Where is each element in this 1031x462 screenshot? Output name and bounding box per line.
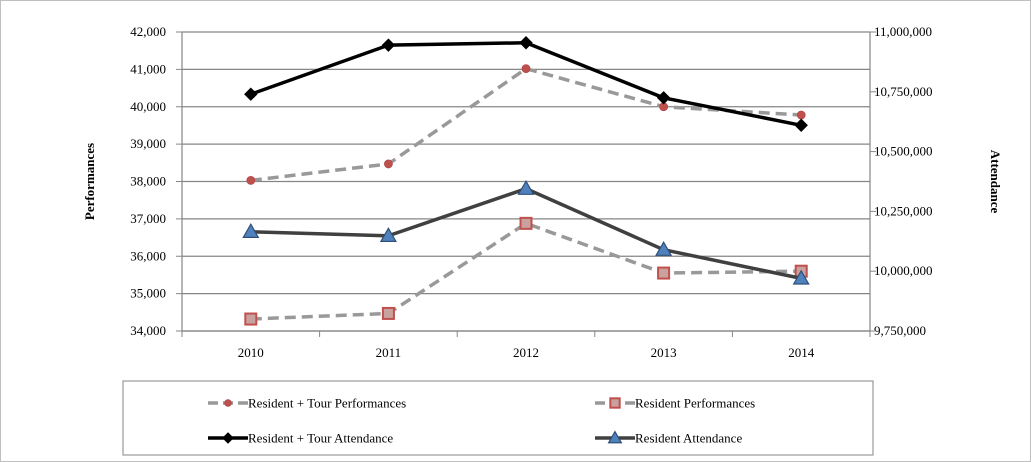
legend-item: Resident Performances [595, 396, 755, 411]
series-line [250, 186, 802, 281]
data-point [246, 175, 256, 185]
axes: 34,000 35,000 36,000 37,000 38,000 39,000 40,0… [130, 24, 932, 360]
legend-item: Resident + Tour Performances [208, 396, 406, 411]
legend-box [122, 380, 874, 456]
data-point [794, 118, 808, 132]
x-tick-label: 2011 [376, 345, 402, 360]
x-tick-label: 2014 [788, 345, 815, 360]
y-right-tick-label: 10,000,000 [874, 263, 933, 278]
data-point [379, 227, 397, 243]
data-point [381, 306, 395, 320]
y-axis-left-title: Performances [82, 143, 97, 220]
data-point [656, 91, 671, 105]
y-right-tick-label: 10,750,000 [874, 84, 933, 99]
data-point [517, 179, 535, 195]
legend-label: Resident + Tour Performances [248, 396, 406, 411]
data-point [519, 36, 533, 50]
data-point [655, 240, 673, 256]
series-line [250, 221, 802, 321]
data-point [607, 430, 623, 444]
data-point [521, 64, 531, 74]
data-point [224, 399, 232, 407]
y-left-tick-label: 34,000 [130, 323, 166, 338]
y-left-tick-label: 38,000 [130, 174, 166, 189]
y-left-tick-label: 41,000 [130, 61, 166, 76]
y-right-tick-label: 9,750,000 [874, 323, 926, 338]
y-left-tick-label: 40,000 [130, 99, 166, 114]
y-left-tick-label: 35,000 [130, 286, 166, 301]
legend-label: Resident Performances [635, 396, 755, 411]
data-point [609, 397, 621, 409]
data-point [796, 110, 806, 120]
y-left-tick-label: 42,000 [130, 24, 166, 39]
y-axis-right-title: Attendance [988, 150, 1003, 214]
y-right-tick-label: 10,500,000 [874, 144, 933, 159]
series-resident-tour-performances [246, 64, 806, 185]
legend-label: Resident + Tour Attendance [248, 431, 393, 446]
data-point [792, 269, 810, 285]
legend-item: Resident Attendance [595, 430, 742, 446]
data-point [244, 312, 258, 326]
y-right-tick-label: 10,250,000 [874, 203, 933, 218]
y-left-tick-label: 39,000 [130, 136, 166, 151]
legend-label: Resident Attendance [635, 431, 742, 446]
data-point [222, 432, 234, 444]
series-layer [242, 36, 810, 326]
x-tick-label: 2012 [513, 345, 539, 360]
legend: Resident + Tour Performances Resident Per… [122, 380, 874, 456]
series-line [250, 41, 802, 128]
series-resident-attendance [242, 179, 810, 285]
series-line [250, 66, 802, 183]
y-left-tick-label: 36,000 [130, 248, 166, 263]
y-right-tick-label: 11,000,000 [874, 24, 932, 39]
data-point [383, 159, 393, 169]
data-point [242, 223, 260, 238]
data-point [381, 38, 396, 52]
series-resident-tour-attendance [244, 36, 808, 132]
data-point [657, 266, 671, 280]
data-point [244, 87, 258, 101]
x-tick-label: 2010 [238, 345, 264, 360]
y-left-tick-label: 37,000 [130, 211, 166, 226]
data-point [519, 216, 533, 230]
legend-item: Resident + Tour Attendance [208, 431, 393, 446]
x-tick-label: 2013 [651, 345, 677, 360]
